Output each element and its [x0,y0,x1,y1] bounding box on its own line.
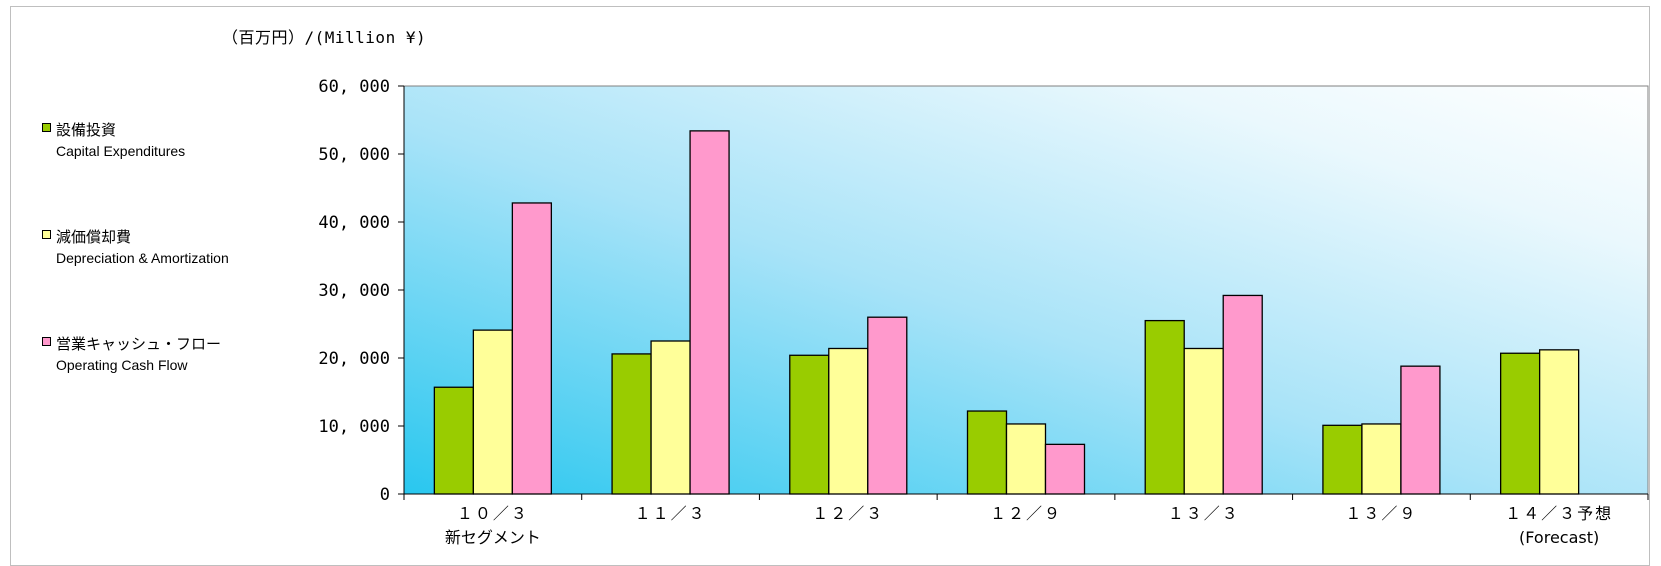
y-tick-label: 10, 000 [318,417,390,437]
bar [1005,423,1047,495]
bar [472,329,514,495]
bar [650,340,691,495]
bar [1499,352,1541,495]
bar [1044,443,1086,495]
x-category-label: １３／３ [1168,504,1240,523]
x-category-label: １３／９ [1345,504,1417,523]
bar [1222,294,1263,495]
legend-label-depreciation-jp: 減価償却費 [56,228,132,246]
bar [1183,347,1224,495]
legend-label-capex-jp: 設備投資 [56,121,117,139]
x-category-label: １２／３ [812,504,884,523]
bar [966,410,1008,495]
bar [511,202,553,495]
legend-label-operating-cash-flow-en: Operating Cash Flow [56,357,188,373]
bar [867,316,908,495]
legend-swatch-operating-cash-flow [42,337,51,346]
x-category-sublabel: 新セグメント [445,528,541,547]
x-category-label: １４／３予想 [1505,504,1613,523]
y-tick-label: 30, 000 [318,281,390,301]
y-tick-label: 60, 000 [318,77,390,97]
legend-label-capex-en: Capital Expenditures [56,143,186,159]
y-tick-label: 50, 000 [318,145,390,165]
bar [611,353,652,495]
bar [1144,319,1185,495]
legend-label-depreciation-en: Depreciation & Amortization [56,250,229,266]
bar [1538,349,1580,495]
legend-swatch-capex [42,123,51,132]
bar [1322,424,1363,495]
y-tick-label: 20, 000 [318,349,390,369]
bar [689,130,730,495]
x-category-label: １１／３ [635,504,707,523]
y-tick-label: 0 [380,485,390,505]
x-category-sublabel: (Forecast) [1519,528,1599,547]
x-category-label: １０／３ [457,504,529,523]
bar [433,386,475,495]
bar [1400,365,1441,495]
bar [789,354,830,495]
x-category-label: １２／９ [990,504,1062,523]
bar [828,347,869,495]
y-tick-label: 40, 000 [318,213,390,233]
legend-label-operating-cash-flow-jp: 営業キャッシュ・フロー [56,335,222,353]
bar [1361,423,1402,495]
unit-label: （百万円）/(Million ¥) [222,28,427,47]
legend-swatch-depreciation [42,230,51,239]
